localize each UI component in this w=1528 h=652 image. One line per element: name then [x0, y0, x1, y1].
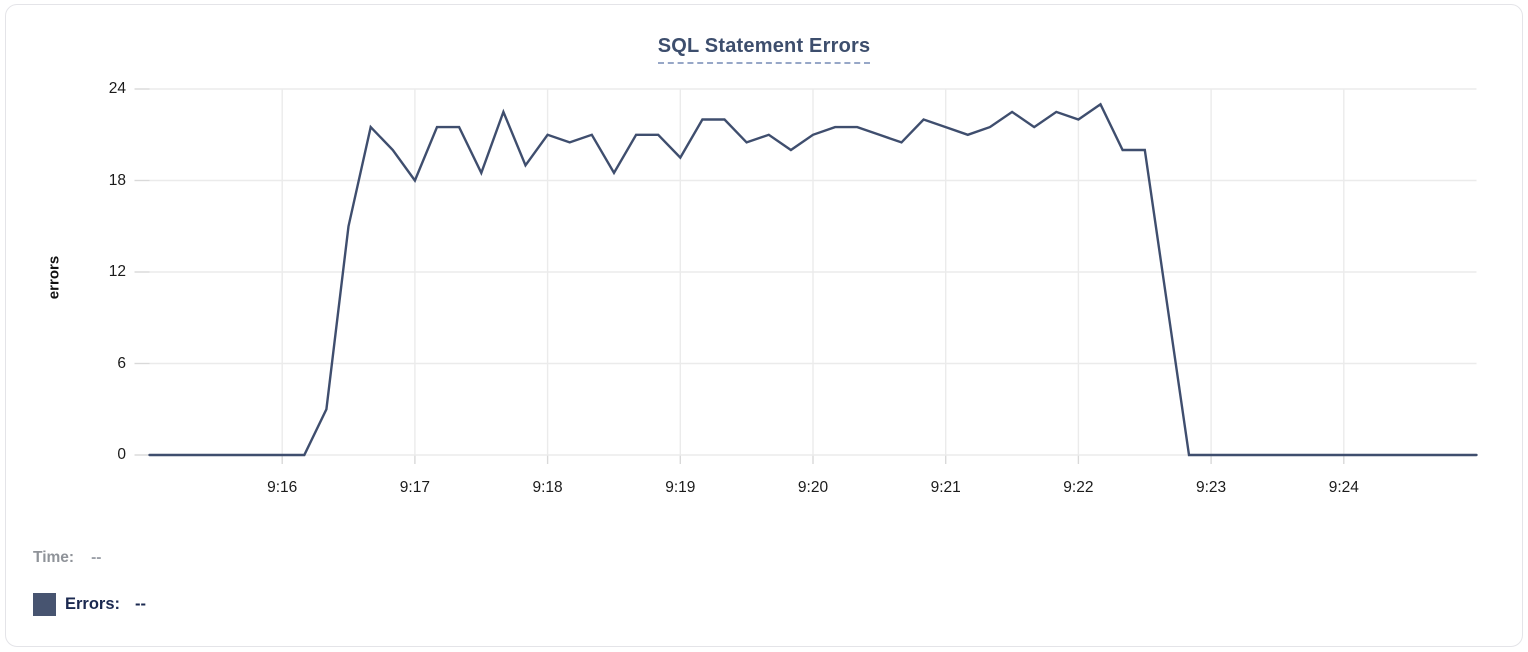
- x-tick-label: 9:22: [1063, 479, 1094, 496]
- x-tick-label: 9:17: [399, 479, 430, 496]
- y-tick-label: 0: [117, 446, 126, 463]
- chart-title[interactable]: SQL Statement Errors: [657, 35, 871, 64]
- time-readout-row: Time: --: [33, 546, 146, 570]
- errors-readout-row: Errors: --: [33, 592, 146, 616]
- x-tick-label: 9:19: [665, 479, 696, 496]
- errors-line-series[interactable]: [148, 102, 1478, 457]
- errors-series-swatch: [33, 592, 56, 616]
- y-tick-label: 12: [108, 263, 126, 280]
- chart-card: SQL Statement Errors errors 0 6 12 18 24 9:1…: [5, 4, 1523, 647]
- y-tick-label: 24: [108, 80, 126, 97]
- y-tick-label: 18: [108, 171, 126, 189]
- hover-readout-legend: Time: -- Errors: --: [33, 546, 146, 616]
- errors-readout-label: Errors:: [65, 594, 121, 613]
- chart-title-row: SQL Statement Errors: [6, 35, 1522, 64]
- x-tick-label: 9:23: [1196, 479, 1227, 496]
- time-readout-value: --: [91, 549, 102, 566]
- x-tick-label: 9:20: [797, 479, 829, 496]
- x-tick-label: 9:18: [532, 479, 563, 496]
- x-tick-label: 9:21: [930, 479, 961, 496]
- x-tick-label: 9:16: [267, 479, 298, 496]
- x-tick-label: 9:24: [1328, 479, 1359, 496]
- time-readout-label: Time:: [33, 549, 75, 566]
- y-tick-label: 6: [117, 354, 126, 372]
- errors-line-chart[interactable]: [6, 5, 1528, 652]
- errors-readout-value: --: [135, 594, 147, 613]
